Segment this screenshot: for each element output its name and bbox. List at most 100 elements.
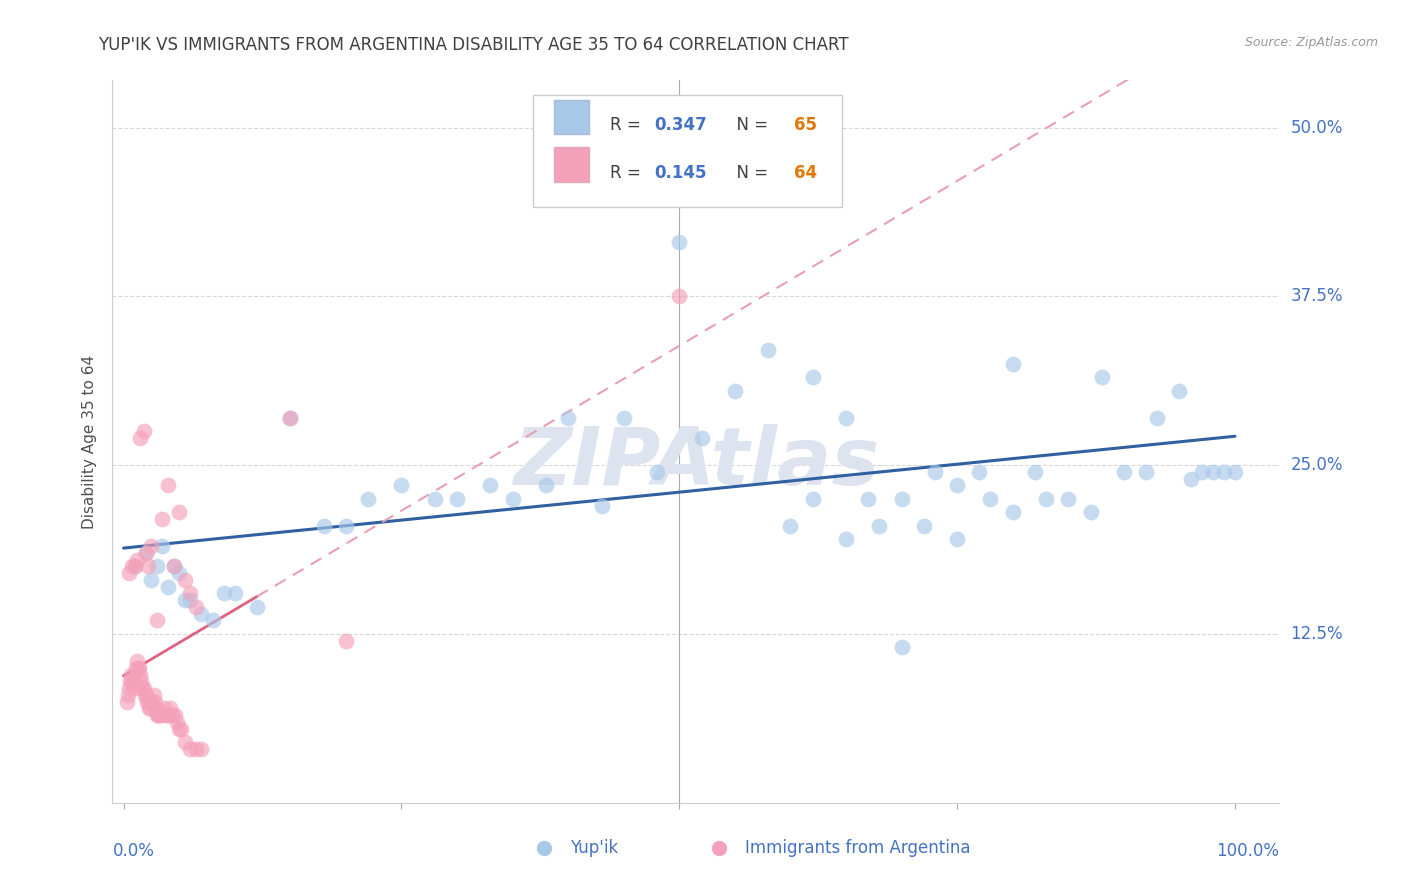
Text: 64: 64: [794, 164, 817, 182]
Point: [131, 674, 153, 689]
Point: [127, 661, 149, 675]
Point: [125, 654, 148, 668]
Point: [557, 411, 579, 425]
Point: [121, 674, 143, 689]
Point: [479, 478, 502, 492]
Point: [179, 586, 201, 600]
Point: [868, 519, 890, 533]
Point: [1001, 505, 1024, 519]
Point: [141, 539, 163, 553]
Point: [1168, 384, 1191, 398]
Point: [143, 694, 166, 708]
Text: 25.0%: 25.0%: [1291, 456, 1343, 475]
Point: [946, 478, 969, 492]
Text: Immigrants from Argentina: Immigrants from Argentina: [745, 838, 970, 856]
Point: [1191, 465, 1213, 479]
Point: [423, 491, 446, 506]
Point: [124, 559, 146, 574]
Point: [890, 491, 912, 506]
Point: [502, 491, 524, 506]
Point: [946, 533, 969, 547]
Text: N =: N =: [727, 116, 773, 134]
Point: [184, 741, 207, 756]
Point: [173, 593, 195, 607]
Point: [224, 586, 246, 600]
Text: 12.5%: 12.5%: [1291, 625, 1343, 643]
Point: [146, 708, 169, 723]
Point: [912, 519, 935, 533]
Point: [167, 722, 190, 736]
Point: [163, 708, 186, 723]
Point: [121, 559, 143, 574]
Point: [1112, 465, 1135, 479]
Point: [129, 667, 152, 681]
Point: [690, 431, 713, 445]
Point: [446, 491, 468, 506]
Point: [138, 701, 160, 715]
Point: [969, 465, 991, 479]
Point: [246, 599, 269, 614]
Point: [157, 708, 180, 723]
Point: [159, 701, 181, 715]
Point: [117, 688, 139, 702]
Text: 0.347: 0.347: [654, 116, 707, 134]
Point: [132, 425, 155, 439]
Point: [724, 384, 747, 398]
Point: [128, 661, 150, 675]
Point: [523, 880, 546, 892]
Point: [890, 640, 912, 655]
Point: [1223, 465, 1246, 479]
Point: [134, 688, 156, 702]
Point: [184, 599, 207, 614]
Point: [157, 580, 180, 594]
Point: [1024, 465, 1046, 479]
Point: [1202, 465, 1225, 479]
Point: [122, 681, 145, 695]
Text: YUP'IK VS IMMIGRANTS FROM ARGENTINA DISABILITY AGE 35 TO 64 CORRELATION CHART: YUP'IK VS IMMIGRANTS FROM ARGENTINA DISA…: [98, 36, 849, 54]
Point: [335, 519, 357, 533]
Point: [152, 512, 174, 526]
Point: [162, 708, 184, 723]
Point: [135, 546, 157, 560]
Point: [858, 491, 880, 506]
Text: 50.0%: 50.0%: [1291, 119, 1343, 136]
Point: [129, 431, 152, 445]
Point: [1146, 411, 1168, 425]
Point: [135, 546, 157, 560]
Point: [145, 701, 167, 715]
Point: [120, 667, 142, 681]
Point: [835, 533, 858, 547]
Point: [613, 411, 636, 425]
Point: [756, 343, 779, 358]
Point: [278, 411, 301, 425]
Point: [155, 708, 177, 723]
Point: [167, 505, 190, 519]
Point: [924, 465, 946, 479]
Point: [150, 708, 173, 723]
Point: [1091, 370, 1114, 384]
Point: [166, 714, 188, 729]
Point: [668, 289, 690, 303]
Point: [212, 586, 235, 600]
Point: [124, 674, 146, 689]
Point: [146, 614, 169, 628]
Text: 37.5%: 37.5%: [1291, 287, 1343, 305]
Point: [179, 593, 201, 607]
Point: [162, 559, 184, 574]
Point: [132, 681, 155, 695]
Point: [190, 741, 212, 756]
Text: 100.0%: 100.0%: [1216, 842, 1279, 860]
Point: [1001, 357, 1024, 371]
Text: N =: N =: [727, 164, 773, 182]
Point: [534, 478, 557, 492]
Point: [146, 708, 169, 723]
Point: [1035, 491, 1057, 506]
Point: [136, 694, 159, 708]
Point: [979, 491, 1001, 506]
Point: [125, 552, 148, 566]
Text: 65: 65: [794, 116, 817, 134]
Point: [591, 499, 613, 513]
Point: [141, 573, 163, 587]
Point: [142, 688, 165, 702]
Text: R =: R =: [610, 164, 645, 182]
